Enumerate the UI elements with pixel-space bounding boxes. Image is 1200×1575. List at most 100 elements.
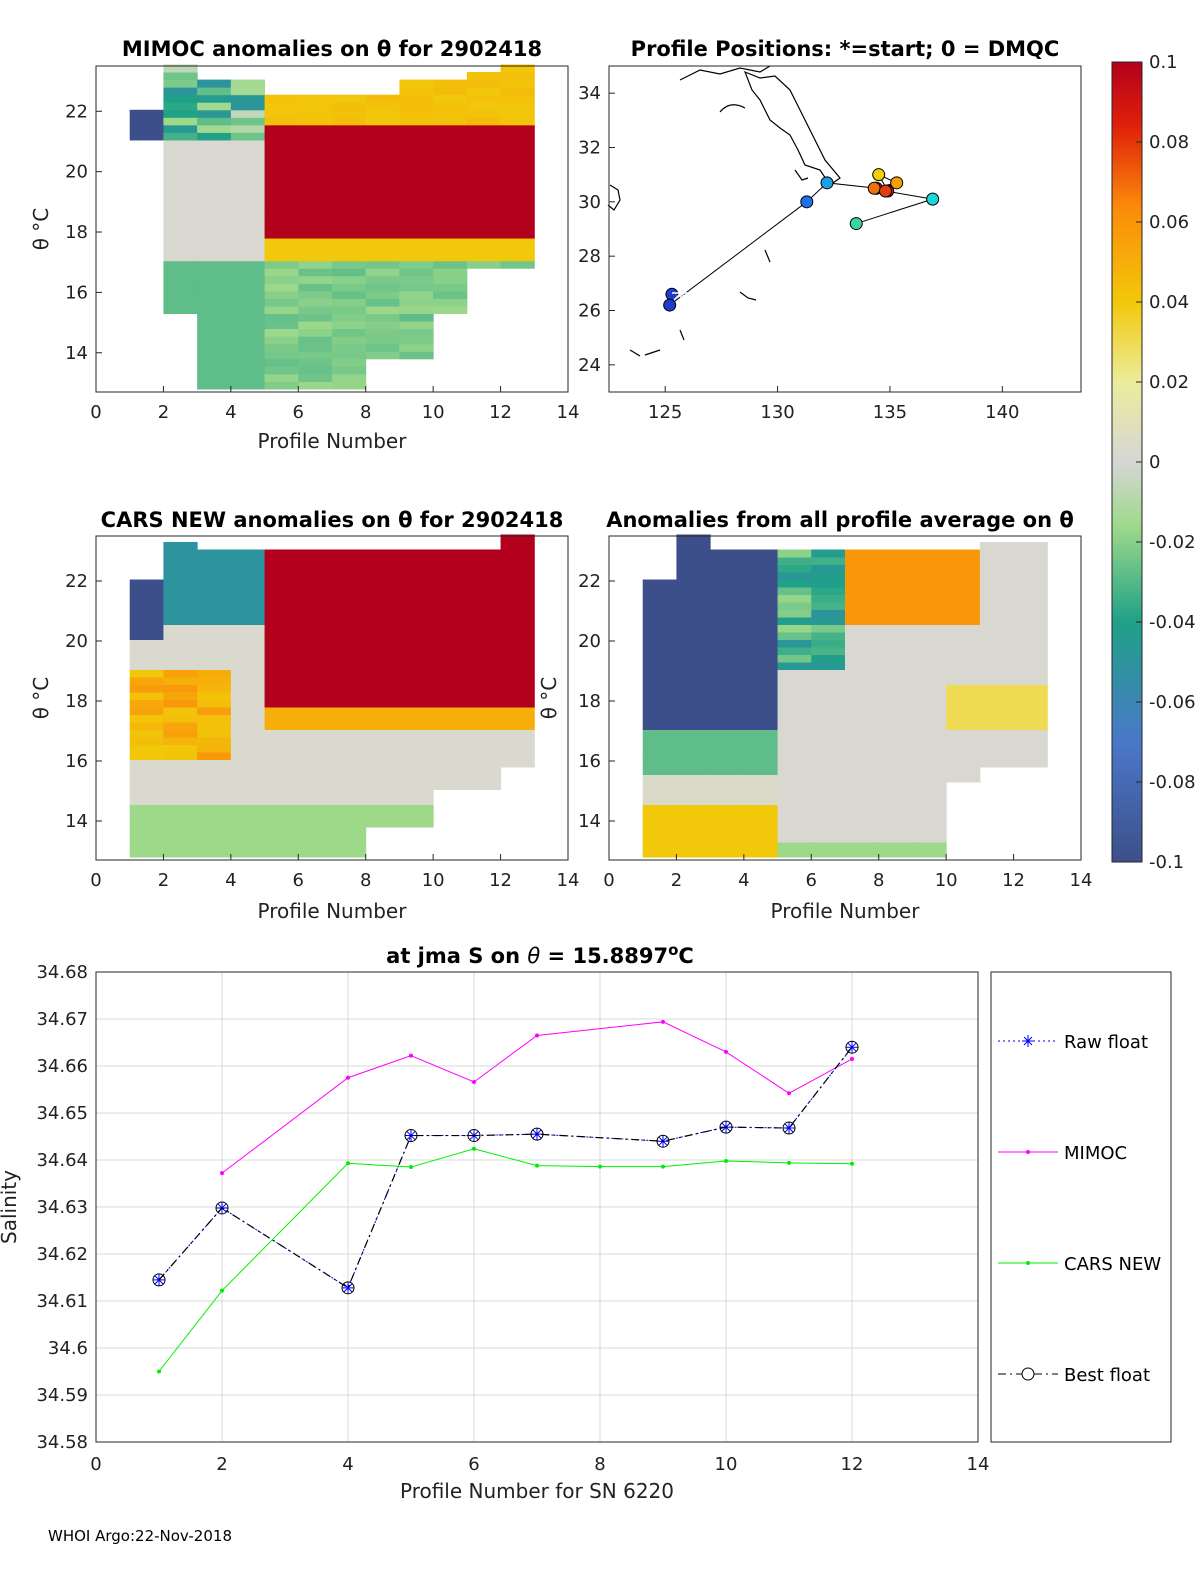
heatmap-cell	[811, 842, 846, 850]
heatmap-cell	[845, 699, 880, 708]
heatmap-cell	[676, 632, 711, 640]
series-line-best-float	[158, 1046, 853, 1289]
heatmap-cell	[811, 669, 846, 678]
heatmap-cell	[332, 139, 367, 148]
heatmap-cell	[298, 351, 333, 360]
heatmap-cell	[197, 238, 232, 247]
heatmap-cell	[676, 789, 711, 798]
heatmap-cell	[979, 632, 1015, 640]
heatmap-cell	[197, 260, 232, 269]
heatmap-cell	[298, 343, 333, 352]
salinity-series	[152, 1019, 859, 1374]
heatmap-cell	[332, 707, 367, 715]
heatmap-cell	[912, 797, 947, 805]
heatmap-cell	[197, 722, 232, 730]
heatmap-cell	[332, 692, 367, 700]
heatmap-cell	[433, 245, 468, 254]
heatmap-cell	[298, 268, 333, 277]
heatmap-cell	[466, 609, 502, 618]
heatmap-cell	[500, 185, 535, 194]
heatmap-cell	[264, 729, 299, 738]
heatmap-cell	[298, 789, 333, 798]
heatmap-cell	[433, 609, 468, 618]
heatmap-cell	[365, 170, 400, 179]
heatmap-cell	[332, 260, 367, 269]
heatmap-cell	[197, 177, 232, 186]
heatmap-cell	[230, 722, 266, 730]
heatmap-cell	[365, 774, 400, 783]
heatmap-cell	[878, 707, 913, 715]
heatmap-cell	[676, 677, 711, 685]
heatmap-cell	[433, 230, 468, 239]
heatmap-cell	[399, 147, 434, 156]
heatmap-cell	[946, 714, 981, 723]
cars-heatmap	[129, 534, 535, 858]
heatmap-cell	[298, 737, 333, 745]
heatmap-cell	[811, 752, 846, 760]
heatmap-cell	[230, 812, 266, 820]
xtick-label: 10	[422, 402, 445, 423]
heatmap-cell	[399, 677, 434, 685]
heatmap-cell	[197, 834, 232, 843]
heatmap-cell	[845, 594, 880, 603]
heatmap-cell	[332, 624, 367, 633]
heatmap-cell	[365, 617, 400, 625]
heatmap-cell	[500, 222, 535, 232]
heatmap-cell	[163, 684, 198, 693]
heatmap-cell	[163, 714, 198, 723]
heatmap-cell	[676, 587, 711, 595]
heatmap-cell	[365, 215, 400, 224]
heatmap-cell	[433, 549, 468, 558]
heatmap-cell	[466, 238, 502, 247]
heatmap-cell	[264, 230, 299, 239]
heatmap-cell	[676, 714, 711, 723]
heatmap-cell	[500, 79, 535, 88]
heatmap-cell	[878, 624, 913, 633]
heatmap-cell	[743, 714, 779, 723]
heatmap-cell	[845, 587, 880, 595]
heatmap-cell	[642, 729, 677, 738]
heatmap-cell	[743, 782, 779, 790]
heatmap-cell	[676, 549, 711, 558]
heatmap-cell	[230, 321, 266, 330]
colorbar-tick-label: -0.08	[1149, 772, 1196, 793]
heatmap-cell	[777, 797, 812, 805]
heatmap-cell	[399, 819, 434, 828]
heatmap-cell	[129, 699, 164, 708]
heatmap-cell	[777, 549, 812, 558]
heatmap-cell	[642, 842, 677, 850]
heatmap-cell	[466, 557, 502, 565]
heatmap-cell	[264, 283, 299, 292]
heatmap-cell	[163, 602, 198, 610]
heatmap-cell	[912, 609, 947, 618]
salinity-axes	[95, 971, 979, 1443]
heatmap-cell	[332, 752, 367, 760]
heatmap-cell	[946, 729, 981, 738]
heatmap-cell	[1013, 722, 1048, 730]
heatmap-cell	[946, 767, 981, 775]
heatmap-cell	[466, 587, 502, 595]
heatmap-cell	[163, 819, 198, 828]
heatmap-cell	[1013, 744, 1048, 753]
heatmap-cell	[642, 774, 677, 783]
heatmap-cell	[298, 602, 333, 610]
legend-label: MIMOC	[1064, 1143, 1127, 1164]
heatmap-cell	[743, 684, 779, 693]
heatmap-cell	[979, 557, 1015, 565]
heatmap-cell	[1013, 617, 1048, 625]
heatmap-cell	[811, 594, 846, 603]
heatmap-cell	[197, 617, 232, 625]
data-point	[346, 1075, 350, 1080]
heatmap-cell	[332, 230, 367, 239]
heatmap-cell	[230, 79, 266, 88]
data-point	[535, 1163, 539, 1168]
heatmap-cell	[129, 722, 164, 730]
heatmap-cell	[264, 774, 299, 783]
heatmap-cell	[332, 782, 367, 790]
heatmap-cell	[878, 594, 913, 603]
heatmap-cell	[946, 602, 981, 610]
heatmap-cell	[163, 253, 198, 262]
heatmap-cell	[777, 647, 812, 655]
heatmap-cell	[264, 321, 299, 330]
heatmap-cell	[777, 654, 812, 663]
